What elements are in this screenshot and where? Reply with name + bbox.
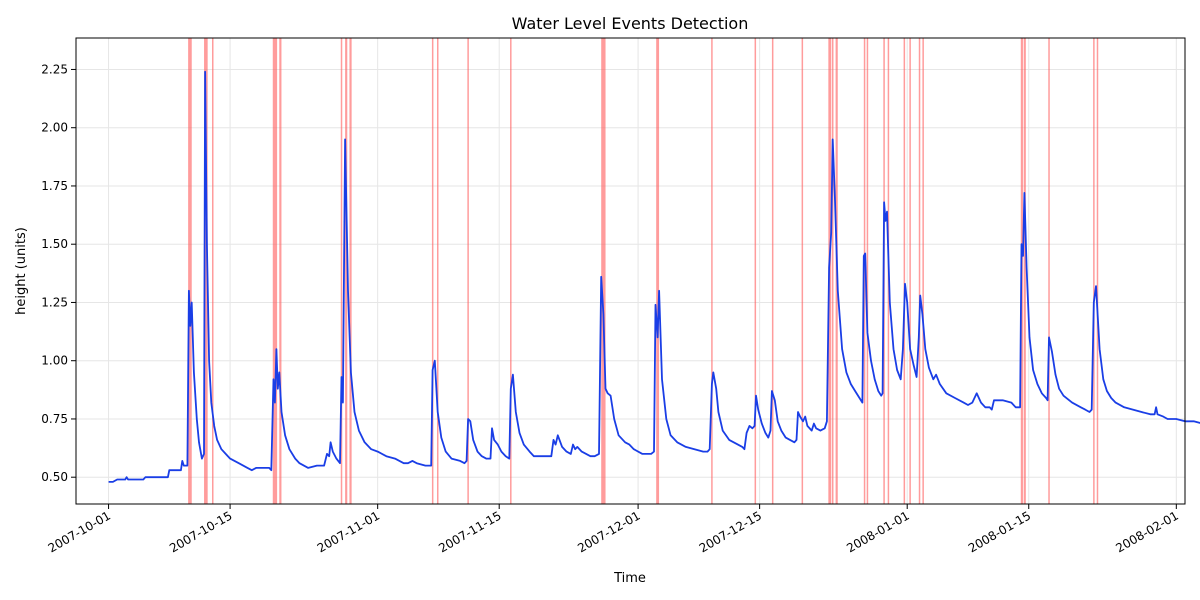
event-span — [771, 38, 774, 504]
event-span — [212, 38, 214, 504]
event-span — [922, 38, 924, 504]
chart-title: Water Level Events Detection — [512, 14, 749, 33]
event-span — [918, 38, 921, 504]
y-tick-label: 1.00 — [41, 354, 68, 368]
y-tick-label: 1.25 — [41, 295, 68, 309]
event-span — [510, 38, 512, 504]
x-axis-label: Time — [613, 571, 646, 586]
event-span — [866, 38, 869, 504]
event-span — [1023, 38, 1026, 504]
event-span — [1048, 38, 1050, 504]
event-span — [340, 38, 343, 504]
event-span — [279, 38, 282, 504]
event-span — [801, 38, 804, 504]
event-span — [345, 38, 348, 504]
y-tick-label: 0.75 — [41, 412, 68, 426]
event-span — [272, 38, 278, 504]
event-span — [349, 38, 352, 504]
grid-lines — [76, 38, 1185, 504]
plot-frame — [75, 37, 1186, 505]
event-span — [1093, 38, 1095, 504]
event-span — [204, 38, 208, 504]
y-axis-ticks: 0.50 0.75 1.00 1.25 1.50 1.75 2.00 2.25 — [41, 62, 76, 484]
event-span — [903, 38, 906, 504]
y-tick-label: 2.00 — [41, 121, 68, 135]
y-tick-label: 1.75 — [41, 179, 68, 193]
event-span — [909, 38, 911, 504]
event-span — [754, 38, 757, 504]
event-span — [436, 38, 439, 504]
series-line — [108, 70, 1200, 483]
event-span — [831, 38, 834, 504]
event-span — [431, 38, 434, 504]
event-span — [711, 38, 713, 504]
event-span — [656, 38, 660, 504]
event-span — [188, 38, 192, 504]
y-axis-label: height (units) — [14, 227, 29, 315]
event-span — [601, 38, 606, 504]
event-span — [1096, 38, 1099, 504]
event-span — [467, 38, 469, 504]
y-tick-label: 1.50 — [41, 237, 68, 251]
y-tick-label: 0.50 — [41, 470, 68, 484]
y-tick-label: 2.25 — [41, 62, 68, 76]
